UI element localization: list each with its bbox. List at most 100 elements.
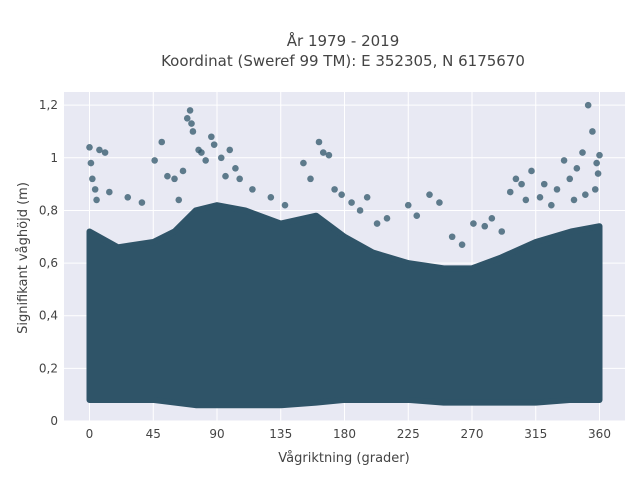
data-point [512, 175, 520, 183]
y-tick-label: 0,8 [39, 203, 58, 217]
y-tick-label: 0,4 [39, 309, 58, 323]
data-point [151, 157, 158, 164]
data-point [189, 128, 197, 135]
chart-title-line-1: År 1979 - 2019 [287, 31, 400, 50]
data-point [89, 175, 96, 183]
x-axis-title: Vågriktning (grader) [278, 451, 409, 466]
data-point [413, 212, 421, 220]
data-point [183, 115, 191, 122]
data-point [448, 233, 456, 241]
data-point [325, 151, 333, 159]
data-point [570, 196, 578, 204]
data-point [86, 143, 93, 151]
data-point [458, 241, 466, 248]
data-point [222, 172, 229, 180]
data-point [426, 191, 433, 198]
data-point [101, 149, 109, 156]
data-point [594, 170, 602, 177]
y-tick-label: 1,2 [39, 98, 58, 112]
data-point [589, 128, 596, 135]
y-axis-title: Signifikant våghöjd (m) [16, 182, 31, 334]
data-point [518, 180, 525, 188]
data-point [171, 175, 178, 183]
x-tick-label: 360 [588, 427, 611, 441]
data-point [236, 175, 243, 183]
data-point [536, 193, 544, 201]
data-point [593, 159, 600, 167]
dense-point-cloud [86, 202, 603, 409]
data-point [300, 159, 307, 167]
data-point [338, 191, 345, 198]
x-tick-label: 315 [524, 427, 547, 441]
data-point [281, 201, 289, 209]
data-point [356, 207, 364, 214]
x-tick-label: 225 [397, 427, 420, 441]
data-point [470, 220, 477, 227]
data-point [267, 193, 275, 201]
data-point [596, 151, 603, 159]
y-tick-label: 0,6 [39, 256, 58, 270]
data-point [210, 141, 218, 148]
data-point [481, 222, 489, 230]
data-point [138, 199, 146, 206]
data-point [579, 149, 586, 156]
data-point [319, 149, 327, 156]
dense-data-band [86, 202, 603, 409]
data-point [404, 201, 412, 209]
data-point [315, 138, 323, 146]
data-point [383, 215, 391, 222]
x-tick-label: 0 [86, 427, 94, 441]
data-point [175, 196, 183, 204]
data-point [363, 193, 371, 201]
data-point [584, 101, 592, 109]
data-point [373, 220, 381, 227]
data-point [540, 180, 548, 188]
data-point [208, 133, 215, 141]
data-point [528, 167, 535, 175]
y-tick-label: 1 [50, 151, 58, 165]
data-point [553, 186, 561, 193]
data-point [158, 138, 166, 146]
data-point [348, 199, 355, 206]
data-point [164, 172, 171, 180]
data-point [202, 157, 209, 164]
y-tick-labels: 0 0,2 0,4 0,6 0,8 1 1,2 [39, 98, 58, 428]
data-point [522, 196, 530, 204]
x-tick-label: 180 [333, 427, 356, 441]
data-point [93, 196, 100, 204]
data-point [188, 120, 195, 127]
data-point [96, 146, 103, 154]
data-point [179, 167, 187, 175]
data-point [226, 146, 234, 154]
data-points [86, 101, 603, 248]
y-tick-label: 0,2 [39, 361, 58, 375]
x-tick-label: 45 [146, 427, 161, 441]
data-point [566, 175, 574, 183]
data-point [186, 107, 194, 114]
data-point [488, 215, 496, 222]
data-point [124, 193, 132, 201]
data-point [87, 159, 95, 167]
data-point [198, 149, 205, 156]
data-point [232, 165, 239, 172]
y-tick-label: 0 [50, 414, 58, 428]
data-point [307, 175, 314, 183]
data-point [331, 186, 338, 193]
data-point [106, 188, 113, 196]
data-point [498, 228, 506, 235]
data-point [548, 201, 555, 209]
data-point [249, 186, 256, 193]
data-point [217, 154, 225, 162]
data-point [573, 165, 581, 172]
chart-title-line-2: Koordinat (Sweref 99 TM): E 352305, N 61… [161, 52, 525, 70]
data-point [91, 186, 99, 193]
x-tick-label: 135 [269, 427, 292, 441]
data-point [506, 188, 514, 196]
data-point [591, 186, 599, 193]
data-point [560, 157, 568, 164]
x-tick-label: 270 [461, 427, 484, 441]
data-point [436, 199, 443, 206]
x-tick-label: 90 [209, 427, 224, 441]
x-tick-labels: 0 45 90 135 180 225 270 315 360 [86, 427, 611, 441]
